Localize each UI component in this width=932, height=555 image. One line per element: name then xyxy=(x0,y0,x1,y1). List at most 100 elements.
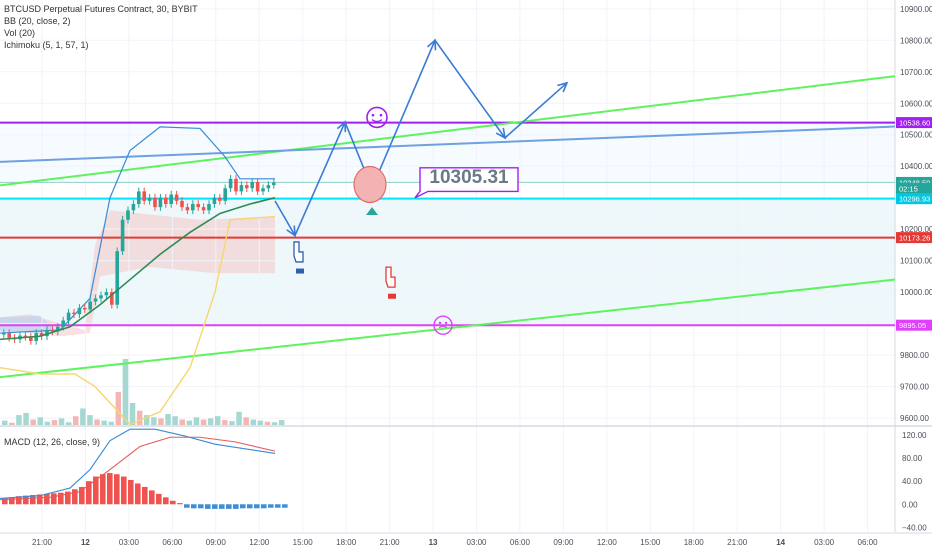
volume-bar xyxy=(44,421,51,425)
volume-bar xyxy=(37,417,43,425)
candle xyxy=(272,182,276,186)
macd-y-tick-label: −40.00 xyxy=(902,523,927,532)
indicator-ichimoku: Ichimoku (5, 1, 57, 1) xyxy=(4,40,89,50)
x-tick-label: 15:00 xyxy=(640,538,661,547)
price-callout: 10305.31 xyxy=(414,167,519,199)
candle xyxy=(66,312,71,321)
hand-pointer-icon xyxy=(293,241,304,274)
candle xyxy=(120,219,125,252)
macd-histogram-bar xyxy=(177,503,183,505)
candle xyxy=(234,178,238,192)
macd-histogram-bar xyxy=(37,494,43,505)
trend-green-upper xyxy=(0,75,896,187)
candle xyxy=(158,197,163,208)
volume-bar xyxy=(94,419,100,425)
macd-histogram-bar xyxy=(156,493,162,505)
candle xyxy=(223,188,227,201)
macd-histogram-bar xyxy=(163,497,169,505)
ichimoku-cloud xyxy=(0,210,275,337)
volume-bar xyxy=(278,420,285,425)
volume-bar xyxy=(80,408,86,425)
volume-bar xyxy=(129,403,136,425)
y-tick-label: 9700.00 xyxy=(900,383,929,392)
macd-histogram-bar xyxy=(212,504,218,509)
x-tick-label: 12:00 xyxy=(249,538,270,547)
volume-bar xyxy=(158,418,164,425)
price-tag-label: 10173.26 xyxy=(899,234,930,243)
x-tick-label: 18:00 xyxy=(336,538,357,547)
macd-histogram-bar xyxy=(9,497,15,505)
macd-y-tick-label: 120.00 xyxy=(902,431,927,440)
volume-bar xyxy=(264,421,271,425)
smiley-icon xyxy=(366,106,388,129)
x-tick-label: 18:00 xyxy=(684,538,705,547)
volume-bar xyxy=(229,421,235,425)
candle xyxy=(142,191,146,201)
x-tick-label: 09:00 xyxy=(206,538,227,547)
volume-bar xyxy=(257,420,264,425)
chart-title: BTCUSD Perpetual Futures Contract, 30, B… xyxy=(4,4,198,14)
macd-histogram-bar xyxy=(205,504,211,509)
volume-bar xyxy=(51,420,58,425)
x-tick-label: 12:00 xyxy=(597,538,618,547)
macd-histogram-bar xyxy=(184,504,190,508)
candle xyxy=(164,197,168,204)
y-tick-label: 10500.00 xyxy=(900,131,932,140)
x-tick-label: 06:00 xyxy=(510,538,531,547)
candle xyxy=(23,335,28,338)
x-tick-label: 03:00 xyxy=(466,538,487,547)
volume-bar xyxy=(193,417,200,425)
volume-bar xyxy=(215,416,221,425)
x-tick-label: 03:00 xyxy=(814,538,835,547)
candle xyxy=(185,207,190,211)
macd-histogram-bar xyxy=(65,491,71,505)
volume-bar xyxy=(65,422,72,425)
x-tick-label: 13 xyxy=(429,538,438,547)
x-tick-label: 21:00 xyxy=(727,538,748,547)
macd-histogram-bar xyxy=(51,493,57,505)
bb-lower xyxy=(0,215,276,426)
y-tick-label: 10600.00 xyxy=(900,99,932,108)
volume-bar xyxy=(250,419,256,425)
candle xyxy=(239,185,244,192)
candle xyxy=(250,181,254,189)
macd-histogram-bar xyxy=(254,504,260,509)
candle xyxy=(137,191,141,204)
macd-histogram-bar xyxy=(191,504,197,509)
volume-bar xyxy=(271,422,278,425)
macd-histogram-bar xyxy=(149,490,155,505)
macd-histogram-bar xyxy=(100,474,106,505)
sad-eye xyxy=(444,321,448,325)
sad-mouth xyxy=(438,325,448,329)
candle xyxy=(104,292,109,296)
moving-average xyxy=(0,196,276,341)
hand-pointer-red-cuff xyxy=(388,293,396,299)
macd-histogram-bar xyxy=(261,504,267,509)
macd-histogram-bar xyxy=(170,500,176,505)
candle xyxy=(245,185,249,189)
y-tick-label: 10400.00 xyxy=(900,162,932,171)
macd-histogram-bar xyxy=(107,473,113,505)
candle xyxy=(196,204,200,208)
candle xyxy=(169,194,173,204)
target-circle xyxy=(353,165,387,204)
hand-pointer-cuff xyxy=(296,268,304,274)
macd-y-tick-label: 0.00 xyxy=(902,500,918,509)
x-tick-label: 03:00 xyxy=(119,538,140,547)
candle xyxy=(207,204,211,211)
price-tag-label: 9895.05 xyxy=(899,321,926,330)
indicator-vol: Vol (20) xyxy=(4,28,36,38)
macd-histogram-bar xyxy=(23,495,29,505)
volume-bar xyxy=(136,410,143,425)
x-tick-label: 21:00 xyxy=(380,538,401,547)
price-tag-label: 10538.60 xyxy=(899,119,930,128)
arrow-head xyxy=(557,81,569,93)
candle xyxy=(191,204,195,211)
hand-pointer-shape xyxy=(293,241,304,263)
volume-bar xyxy=(2,420,8,425)
sad-face-icon xyxy=(433,315,453,335)
candle xyxy=(255,181,260,192)
x-tick-label: 09:00 xyxy=(553,538,574,547)
